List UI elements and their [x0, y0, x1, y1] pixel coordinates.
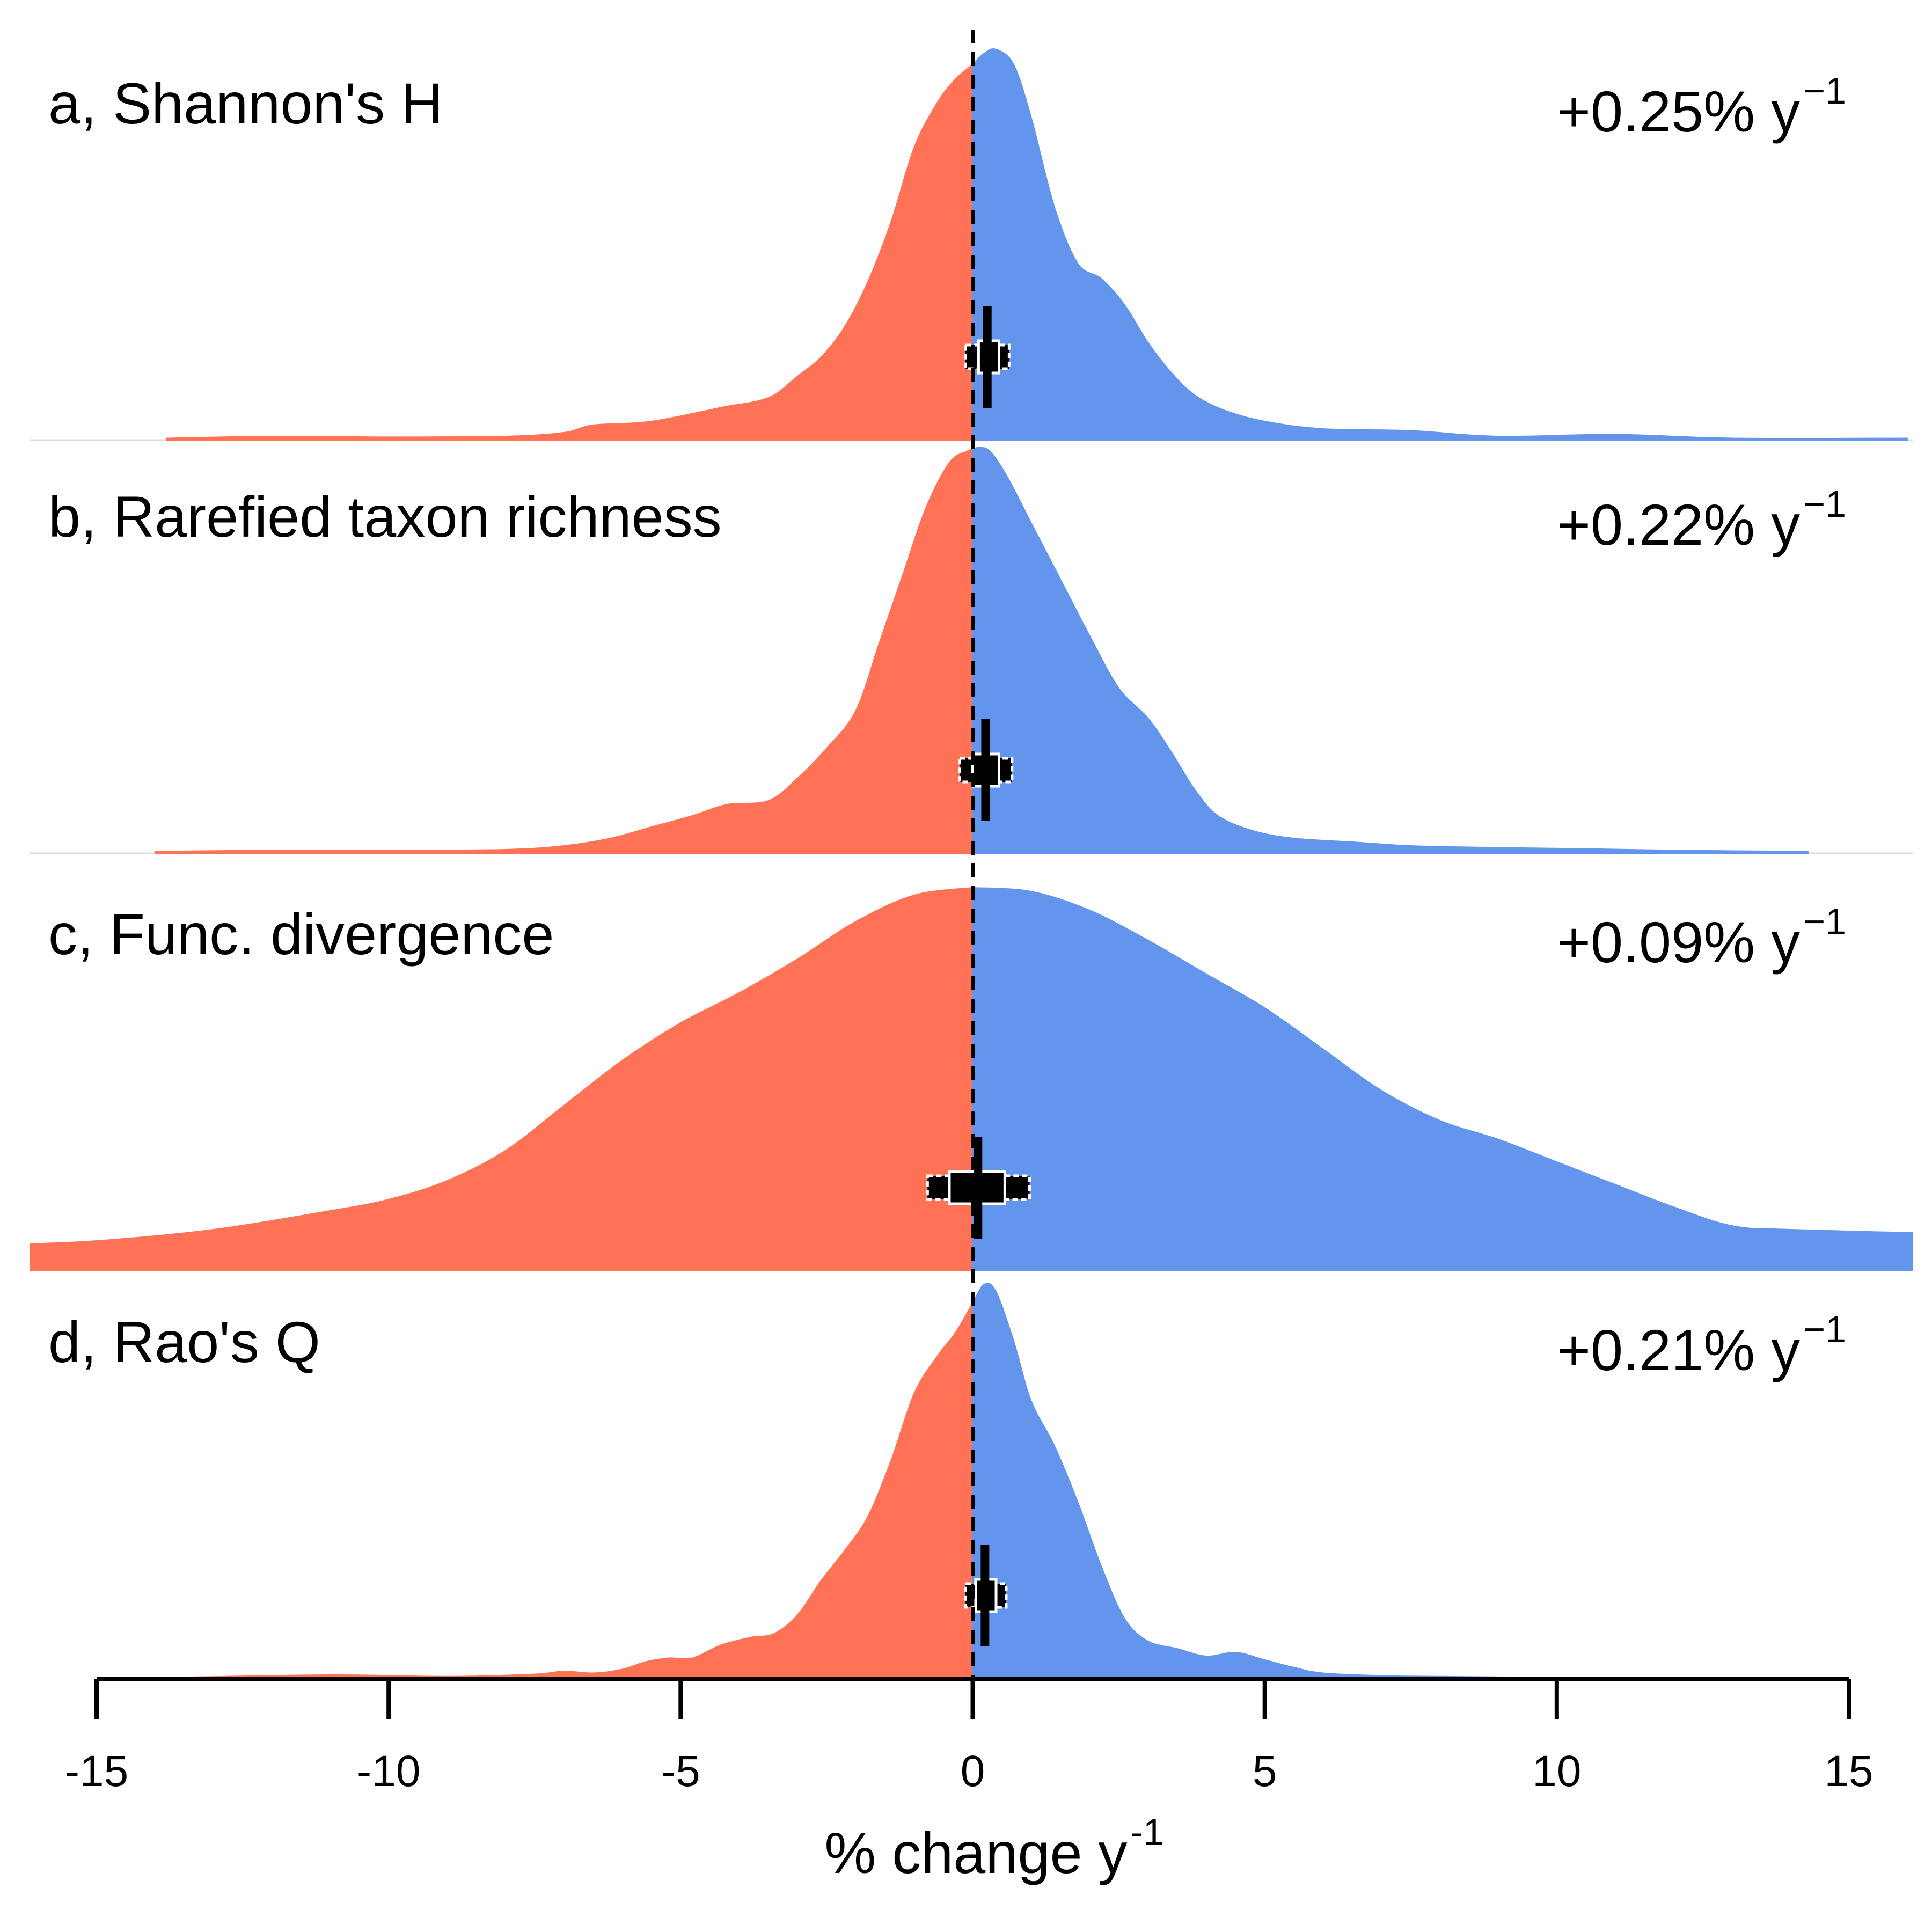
panel-c: [30, 887, 1913, 1271]
density-positive-area: [972, 447, 1809, 854]
x-axis-title: % change y-1: [824, 1811, 1164, 1885]
posterior-summary-marker: [958, 719, 1014, 821]
x-tick-label: -10: [357, 1747, 421, 1796]
density-positive-area: [972, 887, 1913, 1271]
density-negative-area: [184, 1301, 974, 1679]
density-negative-area: [166, 63, 974, 441]
x-tick-label: -5: [661, 1747, 700, 1796]
panel-label: a, Shannon's H: [48, 71, 443, 136]
rate-label: +0.09% y−1: [1557, 901, 1846, 975]
labels-layer: a, Shannon's H +0.25% y−1 b, Rarefied taxo…: [48, 70, 1846, 1382]
x-tick-label: -15: [65, 1747, 129, 1796]
panels-layer: [30, 48, 1913, 1679]
panel-label: d, Rao's Q: [48, 1309, 320, 1374]
panel-label: b, Rarefied taxon richness: [48, 484, 722, 549]
panel-b: [30, 447, 1913, 854]
x-tick-label: 5: [1253, 1747, 1277, 1796]
posterior-summary-marker: [926, 1137, 1031, 1239]
posterior-summary-marker: [964, 306, 1011, 408]
density-negative-area: [154, 449, 974, 854]
x-axis: -15 -10 -5 0 5 10 15 % change y-1: [65, 1677, 1874, 1885]
panel-d: [184, 1283, 1733, 1679]
x-tick-label: 10: [1532, 1747, 1581, 1796]
rate-label: +0.21% y−1: [1557, 1308, 1846, 1382]
x-tick-label: 0: [961, 1747, 985, 1796]
panel-label: c, Func. divergence: [48, 902, 554, 967]
panel-a: [30, 48, 1913, 441]
rate-label: +0.22% y−1: [1557, 483, 1846, 557]
density-negative-area: [30, 887, 974, 1271]
rate-label: +0.25% y−1: [1557, 70, 1846, 144]
density-positive-area: [972, 1283, 1733, 1679]
density-positive-area: [972, 48, 1908, 441]
x-tick-label: 15: [1824, 1747, 1873, 1796]
